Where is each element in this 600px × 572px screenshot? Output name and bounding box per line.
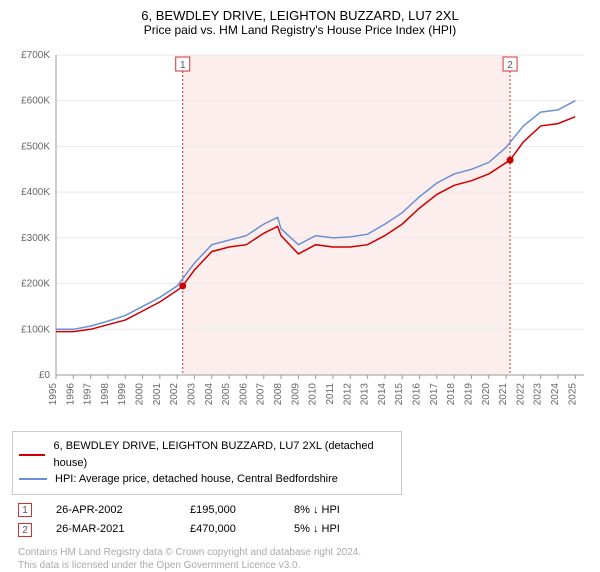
x-tick-label: 2006 (238, 383, 249, 406)
x-tick-label: 2010 (308, 383, 319, 406)
x-tick-label: 2008 (273, 383, 284, 406)
y-tick-label: £100K (21, 324, 50, 335)
x-tick-label: 2013 (360, 383, 371, 406)
x-tick-label: 1997 (83, 383, 94, 406)
sale-delta: 5% ↓ HPI (294, 520, 340, 540)
x-tick-label: 2023 (533, 383, 544, 406)
x-tick-label: 2019 (463, 383, 474, 406)
x-tick-label: 2014 (377, 383, 388, 406)
sale-date: 26-MAR-2021 (56, 520, 166, 540)
x-tick-label: 1996 (65, 383, 76, 406)
attribution-line-1: Contains HM Land Registry data © Crown c… (18, 546, 588, 559)
legend: 6, BEWDLEY DRIVE, LEIGHTON BUZZARD, LU7 … (12, 431, 402, 495)
y-tick-label: £600K (21, 96, 50, 107)
x-tick-label: 2001 (152, 383, 163, 406)
legend-item: 6, BEWDLEY DRIVE, LEIGHTON BUZZARD, LU7 … (19, 438, 391, 471)
x-tick-label: 2004 (204, 383, 215, 406)
x-tick-label: 2007 (256, 383, 267, 406)
event-badge-label: 2 (507, 60, 513, 71)
y-tick-label: £0 (39, 370, 51, 381)
x-tick-label: 1995 (48, 383, 59, 406)
page-title: 6, BEWDLEY DRIVE, LEIGHTON BUZZARD, LU7 … (12, 8, 588, 23)
y-tick-label: £300K (21, 233, 50, 244)
x-tick-label: 2011 (325, 383, 336, 405)
x-tick-label: 2005 (221, 383, 232, 406)
sale-badge: 2 (18, 523, 32, 537)
x-tick-label: 1998 (100, 383, 111, 406)
y-tick-label: £700K (21, 50, 50, 61)
legend-label: HPI: Average price, detached house, Cent… (55, 471, 338, 488)
x-tick-label: 2009 (290, 383, 301, 406)
sale-date: 26-APR-2002 (56, 501, 166, 521)
sale-row: 1 26-APR-2002 £195,000 8% ↓ HPI (18, 501, 588, 521)
y-tick-label: £500K (21, 141, 50, 152)
x-tick-label: 2024 (550, 383, 561, 406)
x-tick-label: 2012 (342, 383, 353, 406)
legend-swatch (19, 454, 45, 456)
x-tick-label: 2018 (446, 383, 457, 406)
x-tick-label: 2020 (481, 383, 492, 406)
price-chart: £0 £100K £200K £300K £400K £500K £600K £700K 1 2 1… (12, 45, 588, 425)
sale-price: £195,000 (190, 501, 270, 521)
x-tick-label: 2022 (515, 383, 526, 406)
sale-price: £470,000 (190, 520, 270, 540)
event-badge-label: 1 (180, 60, 186, 71)
chart-svg: £0 £100K £200K £300K £400K £500K £600K £700K 1 2 1… (12, 45, 588, 425)
x-tick-label: 2025 (567, 383, 578, 406)
y-tick-label: £400K (21, 187, 50, 198)
attribution-line-2: This data is licensed under the Open Gov… (18, 559, 588, 572)
sales-table: 1 26-APR-2002 £195,000 8% ↓ HPI 2 26-MAR-2021… (12, 501, 588, 541)
shade-band (183, 55, 510, 375)
legend-swatch (19, 478, 47, 480)
sale-delta: 8% ↓ HPI (294, 501, 340, 521)
x-tick-label: 2002 (169, 383, 180, 406)
legend-item: HPI: Average price, detached house, Cent… (19, 471, 391, 488)
sale-marker (507, 157, 514, 164)
sale-row: 2 26-MAR-2021 £470,000 5% ↓ HPI (18, 520, 588, 540)
x-tick-label: 2000 (135, 383, 146, 406)
legend-label: 6, BEWDLEY DRIVE, LEIGHTON BUZZARD, LU7 … (53, 438, 391, 471)
attribution: Contains HM Land Registry data © Crown c… (12, 546, 588, 572)
y-tick-label: £200K (21, 279, 50, 290)
page-subtitle: Price paid vs. HM Land Registry's House … (12, 23, 588, 37)
x-tick-label: 2015 (394, 383, 405, 406)
x-tick-label: 1999 (117, 383, 128, 406)
sale-badge: 1 (18, 503, 32, 517)
x-tick-label: 2003 (186, 383, 197, 406)
x-tick-label: 2016 (412, 383, 423, 406)
x-tick-label: 2017 (429, 383, 440, 406)
sale-marker (179, 282, 186, 289)
x-tick-label: 2021 (498, 383, 509, 406)
